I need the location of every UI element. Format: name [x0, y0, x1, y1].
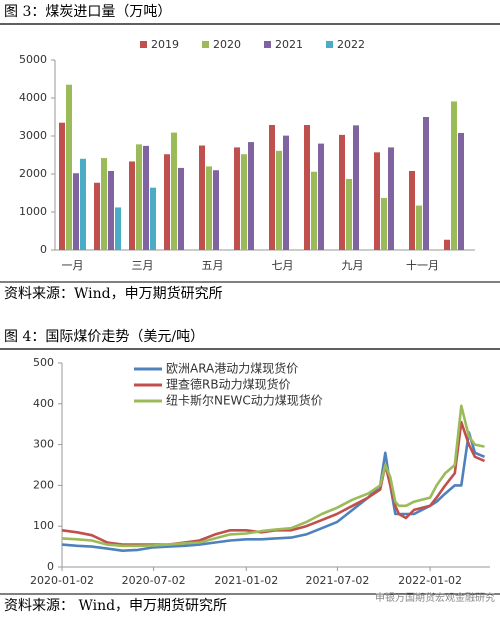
bar	[353, 125, 359, 250]
x-tick-label: 2020-01-02	[30, 574, 94, 587]
bar	[206, 166, 212, 250]
watermark: 申银万国期货宏观金融研究	[375, 591, 495, 604]
bar	[213, 170, 219, 250]
bar	[458, 132, 464, 250]
bar	[241, 154, 247, 250]
y-tick-label: 0	[40, 243, 47, 256]
bar	[164, 154, 170, 250]
bar	[318, 143, 324, 250]
y-tick-label: 4000	[19, 91, 47, 104]
x-tick-label: 三月	[132, 259, 154, 272]
bar	[73, 173, 79, 250]
bar	[248, 142, 254, 250]
source: 资料来源：Wind，申万期货研究所	[4, 285, 223, 302]
legend-swatch	[140, 41, 147, 48]
bar	[409, 170, 415, 250]
bar	[451, 101, 457, 250]
bar	[66, 84, 72, 250]
bar	[374, 152, 380, 250]
figure-caption: 图 3：煤炭进口量（万吨）	[4, 4, 171, 20]
legend-swatch	[202, 41, 209, 48]
bar	[269, 124, 275, 250]
line	[61, 431, 485, 552]
bar	[416, 205, 422, 250]
bar	[136, 144, 142, 250]
bar	[339, 134, 345, 250]
y-tick-label: 2000	[19, 167, 47, 180]
bar	[234, 147, 240, 250]
y-tick-label: 0	[47, 560, 54, 573]
bar	[311, 171, 317, 250]
legend-label: 纽卡斯尔NEWC动力煤现货价	[166, 393, 323, 408]
bar	[101, 158, 107, 250]
bar	[346, 178, 352, 250]
bar	[388, 147, 394, 250]
x-tick-label: 七月	[272, 259, 294, 272]
x-tick-label: 2021-01-02	[214, 574, 278, 587]
y-tick-label: 500	[33, 356, 54, 369]
legend-swatch	[326, 41, 333, 48]
y-tick-label: 3000	[19, 129, 47, 142]
bar	[143, 145, 149, 250]
y-tick-label: 5000	[19, 53, 47, 66]
legend-swatch	[264, 41, 271, 48]
y-tick-label: 200	[33, 478, 54, 491]
y-tick-label: 1000	[19, 205, 47, 218]
bar	[94, 182, 100, 250]
bar	[423, 117, 429, 250]
bar	[283, 135, 289, 250]
legend-label: 2022	[337, 38, 365, 51]
line	[61, 420, 486, 546]
bar	[108, 170, 114, 250]
x-tick-label: 九月	[342, 259, 364, 272]
figure-caption: 图 4：国际煤价走势（美元/吨）	[4, 329, 204, 345]
y-tick-label: 400	[33, 397, 54, 410]
bar	[199, 145, 205, 250]
bar	[304, 124, 310, 250]
legend-label: 理查德RB动力煤现货价	[166, 377, 291, 392]
y-tick-label: 100	[33, 519, 54, 532]
y-tick-label: 300	[33, 438, 54, 451]
legend-label: 2021	[275, 38, 303, 51]
bar	[171, 132, 177, 250]
source: 资料来源： Wind，申万期货研究所	[4, 597, 227, 614]
legend-label: 2020	[213, 38, 241, 51]
line	[61, 404, 485, 548]
bar	[178, 167, 184, 250]
bar	[80, 158, 86, 250]
x-tick-label: 2020-07-02	[122, 574, 186, 587]
bar	[444, 239, 450, 250]
x-tick-label: 十一月	[406, 258, 439, 272]
bar	[129, 161, 135, 250]
bar	[276, 150, 282, 250]
bar	[59, 122, 65, 250]
x-tick-label: 一月	[62, 259, 84, 272]
bar	[381, 197, 387, 250]
x-tick-label: 五月	[202, 259, 224, 272]
x-tick-label: 2022-01-02	[398, 574, 462, 587]
bar	[150, 187, 156, 250]
bar	[115, 207, 121, 250]
legend-label: 2019	[151, 38, 179, 51]
legend-label: 欧洲ARA港动力煤现货价	[166, 361, 298, 376]
x-tick-label: 2021-07-02	[305, 574, 369, 587]
